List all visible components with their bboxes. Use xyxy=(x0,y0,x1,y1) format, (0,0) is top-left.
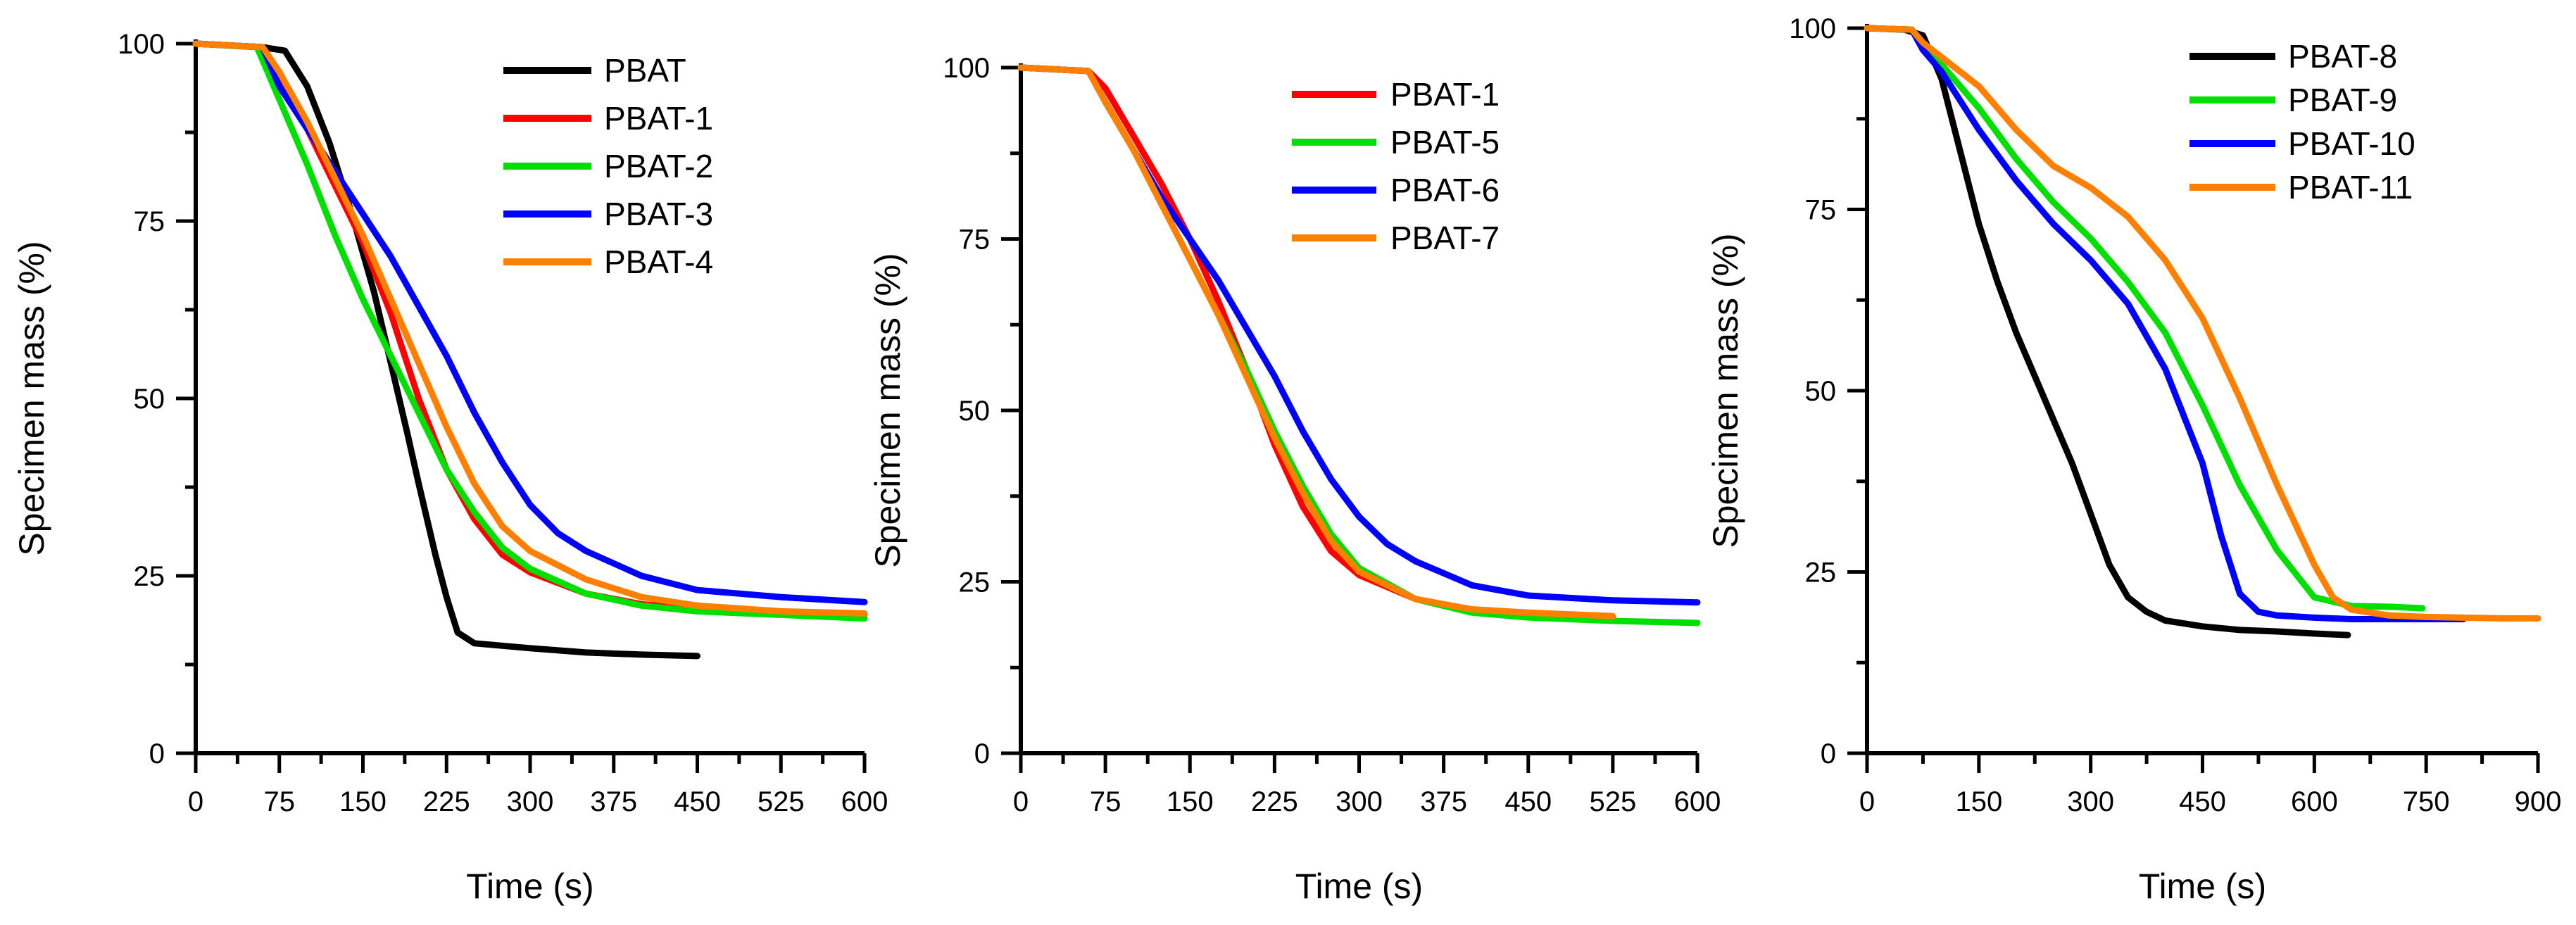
x-tick-label: 600 xyxy=(2291,786,2338,817)
y-tick-label: 0 xyxy=(974,738,990,769)
x-tick-label: 0 xyxy=(1859,786,1875,817)
y-axis-title: Specimen mass (%) xyxy=(868,253,907,567)
y-tick-label: 25 xyxy=(1805,558,1837,589)
y-tick-label: 0 xyxy=(1821,738,1836,769)
series-line-pbat-4 xyxy=(192,40,868,617)
x-tick-label: 150 xyxy=(339,786,387,817)
legend-label-pbat-5: PBAT-5 xyxy=(1390,124,1500,161)
x-tick-label: 225 xyxy=(1251,786,1298,817)
legend-label-pbat-11: PBAT-11 xyxy=(2288,169,2413,206)
x-axis-title: Time (s) xyxy=(466,867,593,906)
x-tick-label: 450 xyxy=(2179,786,2226,817)
y-tick-label: 100 xyxy=(118,29,165,60)
x-tick-label: 150 xyxy=(1955,786,2002,817)
y-tick-label: 0 xyxy=(149,738,165,769)
series-line-pbat-6 xyxy=(1017,64,1701,606)
chart-panel-1: 0 75 150 225 300 375 450 525 600 0 25 50 75 100 Time (… xyxy=(12,29,888,906)
legend-label-pbat-9: PBAT-9 xyxy=(2288,82,2397,118)
x-axis-title: Time (s) xyxy=(1295,867,1423,906)
series-line-pbat-10 xyxy=(1864,25,2467,622)
y-tick-label: 100 xyxy=(1789,13,1836,44)
series-line-pbat-2 xyxy=(192,40,868,622)
x-tick-label: 375 xyxy=(1420,786,1467,817)
x-tick-label: 0 xyxy=(188,786,203,817)
legend-label-pbat-4: PBAT-4 xyxy=(604,244,713,280)
legend-label-pbat-8: PBAT-8 xyxy=(2288,38,2397,75)
series-line-pbat-5 xyxy=(1017,64,1701,627)
x-tick-label: 900 xyxy=(2515,786,2562,817)
x-tick-label: 300 xyxy=(2067,786,2114,817)
x-tick-label: 300 xyxy=(1336,786,1383,817)
legend-label-pbat-1: PBAT-1 xyxy=(1390,76,1500,113)
y-tick-label: 100 xyxy=(943,53,990,84)
x-axis-title: Time (s) xyxy=(2139,867,2266,906)
legend-label-pbat-7: PBAT-7 xyxy=(1390,220,1500,256)
x-tick-label: 525 xyxy=(1590,786,1637,817)
y-tick-label: 50 xyxy=(134,384,165,415)
series-line-pbat-1 xyxy=(192,40,868,617)
series-line-pbat xyxy=(192,40,700,660)
series-line-pbat-8 xyxy=(1864,25,2351,638)
y-axis-title: Specimen mass (%) xyxy=(1706,233,1745,548)
series-line-pbat-7 xyxy=(1017,64,1616,619)
x-tick-label: 750 xyxy=(2403,786,2450,817)
legend-label-pbat-3: PBAT-3 xyxy=(604,196,713,232)
y-tick-label: 75 xyxy=(959,225,991,256)
x-tick-label: 75 xyxy=(264,786,296,817)
x-tick-label: 600 xyxy=(1674,786,1721,817)
x-tick-label: 75 xyxy=(1090,786,1121,817)
series-line-pbat-3 xyxy=(192,40,868,605)
legend-label-pbat-10: PBAT-10 xyxy=(2288,125,2415,162)
x-tick-label: 600 xyxy=(841,786,888,817)
legend-label-pbat-6: PBAT-6 xyxy=(1390,172,1500,208)
x-tick-label: 300 xyxy=(507,786,554,817)
y-axis-title: Specimen mass (%) xyxy=(12,241,51,555)
x-tick-label: 150 xyxy=(1167,786,1214,817)
series-line-pbat-1 xyxy=(1017,64,1616,621)
y-tick-label: 75 xyxy=(134,206,165,237)
y-tick-label: 75 xyxy=(1805,195,1837,226)
series-line-pbat-9 xyxy=(1864,25,2426,612)
x-tick-label: 450 xyxy=(674,786,721,817)
x-tick-label: 375 xyxy=(590,786,637,817)
y-tick-label: 25 xyxy=(134,561,165,592)
chart-panel-3: 0 150 300 450 600 750 900 0 25 50 75 100 Time (s) Spe… xyxy=(1706,13,2561,906)
series-line-pbat-11 xyxy=(1864,25,2542,622)
x-tick-label: 525 xyxy=(758,786,805,817)
x-tick-label: 0 xyxy=(1013,786,1029,817)
legend-label-pbat-1: PBAT-1 xyxy=(604,100,713,137)
x-tick-label: 225 xyxy=(423,786,470,817)
y-tick-label: 50 xyxy=(959,396,991,427)
x-tick-label: 450 xyxy=(1504,786,1552,817)
y-tick-label: 25 xyxy=(959,567,991,598)
chart-panel-2: 0 75 150 225 300 375 450 525 600 0 25 50 75 100 Time (… xyxy=(868,53,1721,906)
legend-label-pbat: PBAT xyxy=(604,52,686,89)
legend-label-pbat-2: PBAT-2 xyxy=(604,148,713,184)
y-tick-label: 50 xyxy=(1805,376,1837,407)
